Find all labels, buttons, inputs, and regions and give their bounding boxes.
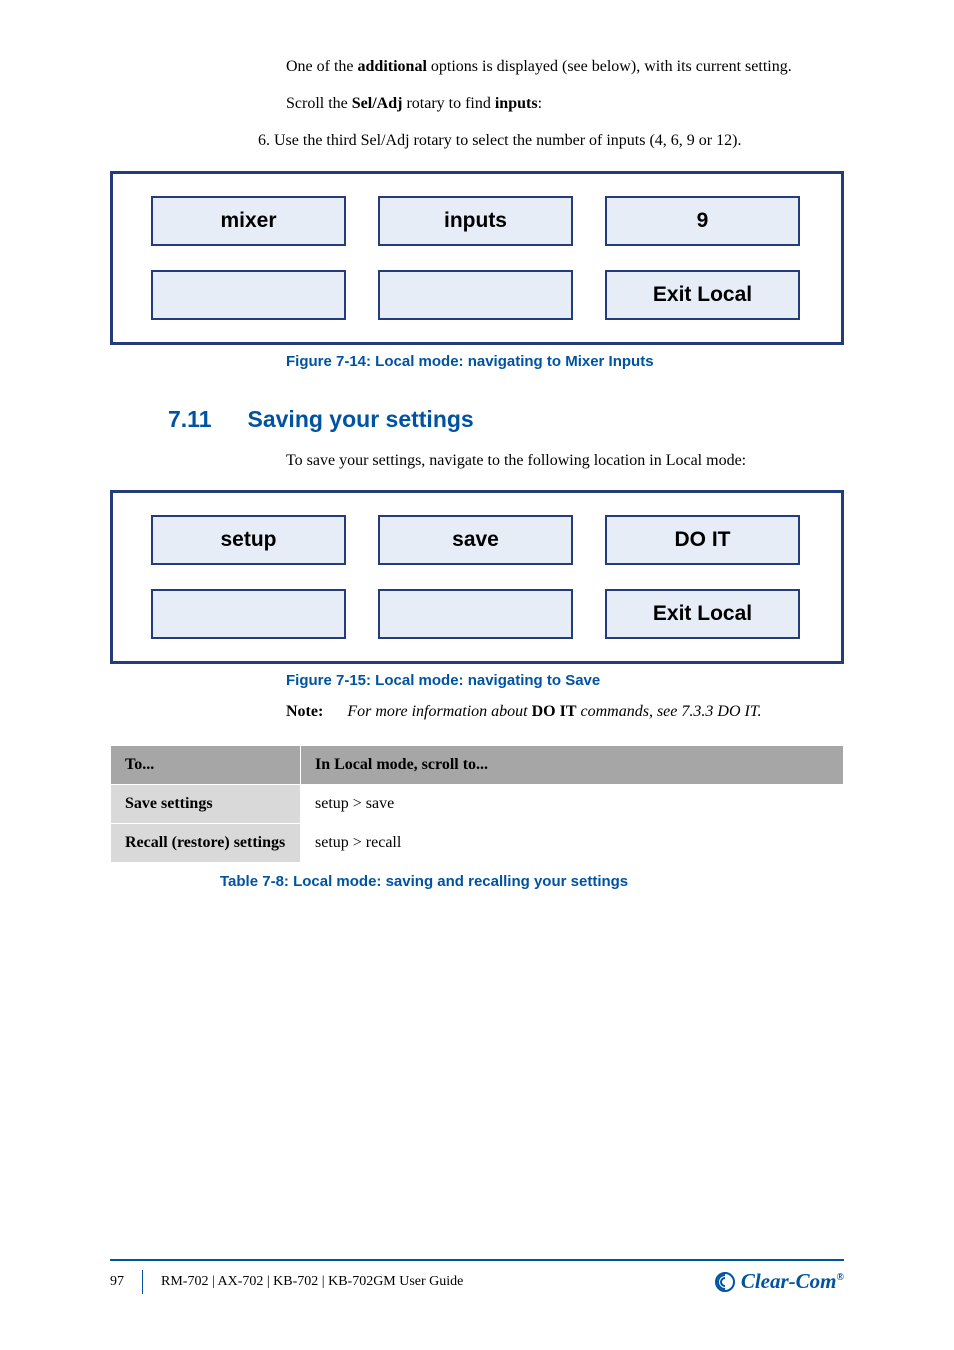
figure-2-panel: setup save DO IT Exit Local [110,490,844,664]
cell-save: save [378,515,573,565]
logo-icon [715,1272,735,1292]
panel-row: setup save DO IT [151,515,803,565]
table-caption: Table 7-8: Local mode: saving and recall… [110,873,844,890]
cell-setup: setup [151,515,346,565]
table-row: Save settings setup > save [111,784,844,823]
table-row: Recall (restore) settings setup > recall [111,823,844,862]
page-footer: 97 RM-702 | AX-702 | KB-702 | KB-702GM U… [110,1259,844,1294]
text-fragment: rotary to find [402,95,494,112]
cell-empty [378,589,573,639]
text-bold: DO IT [532,703,577,720]
brand-logo: Clear-Com® [715,1269,844,1294]
footer-left: 97 RM-702 | AX-702 | KB-702 | KB-702GM U… [110,1270,463,1294]
table-header: To... [111,745,301,784]
text-fragment: : [538,95,542,112]
text-fragment: options is displayed (see below), with i… [427,58,792,75]
table-cell: Save settings [111,784,301,823]
text-bold: inputs [495,95,538,112]
text-fragment: commands, see 7.3.3 DO IT. [577,703,762,720]
table-header: In Local mode, scroll to... [301,745,844,784]
note-label: Note: [286,703,323,721]
text-bold: Sel/Adj [352,95,403,112]
table-header-row: To... In Local mode, scroll to... [111,745,844,784]
note-body: For more information about DO IT command… [347,703,844,721]
cell-exit-local[interactable]: Exit Local [605,589,800,639]
cell-value: 9 [605,196,800,246]
panel-row: mixer inputs 9 [151,196,803,246]
intro-para-1: One of the additional options is display… [286,55,844,78]
text-fragment: One of the [286,58,358,75]
footer-divider [142,1270,143,1294]
intro-para-2: Scroll the Sel/Adj rotary to find inputs… [286,92,844,115]
table-cell: Recall (restore) settings [111,823,301,862]
page-number: 97 [110,1274,124,1290]
text-fragment: For more information about [347,703,531,720]
text-fragment: Scroll the [286,95,352,112]
note: Note: For more information about DO IT c… [286,703,844,721]
section-heading: 7.11 Saving your settings [110,406,844,433]
brand-name: Clear-Com® [741,1269,844,1294]
cell-empty [151,270,346,320]
table-cell: setup > recall [301,823,844,862]
panel-row: Exit Local [151,270,803,320]
cell-empty [151,589,346,639]
settings-table: To... In Local mode, scroll to... Save s… [110,745,844,863]
figure-1-caption: Figure 7-14: Local mode: navigating to M… [110,353,844,370]
section-title: Saving your settings [248,406,474,433]
cell-exit-local[interactable]: Exit Local [605,270,800,320]
panel-row: Exit Local [151,589,803,639]
text-bold: additional [358,58,427,75]
footer-rule [110,1259,844,1261]
cell-doit[interactable]: DO IT [605,515,800,565]
cell-empty [378,270,573,320]
save-intro: To save your settings, navigate to the f… [110,449,844,472]
figure-1-panel: mixer inputs 9 Exit Local [110,171,844,345]
cell-inputs: inputs [378,196,573,246]
step-6: 6. Use the third Sel/Adj rotary to selec… [110,129,844,152]
table-cell: setup > save [301,784,844,823]
section-number: 7.11 [168,406,212,433]
footer-doc-title: RM-702 | AX-702 | KB-702 | KB-702GM User… [161,1274,463,1290]
figure-2-caption: Figure 7-15: Local mode: navigating to S… [110,672,844,689]
cell-mixer: mixer [151,196,346,246]
